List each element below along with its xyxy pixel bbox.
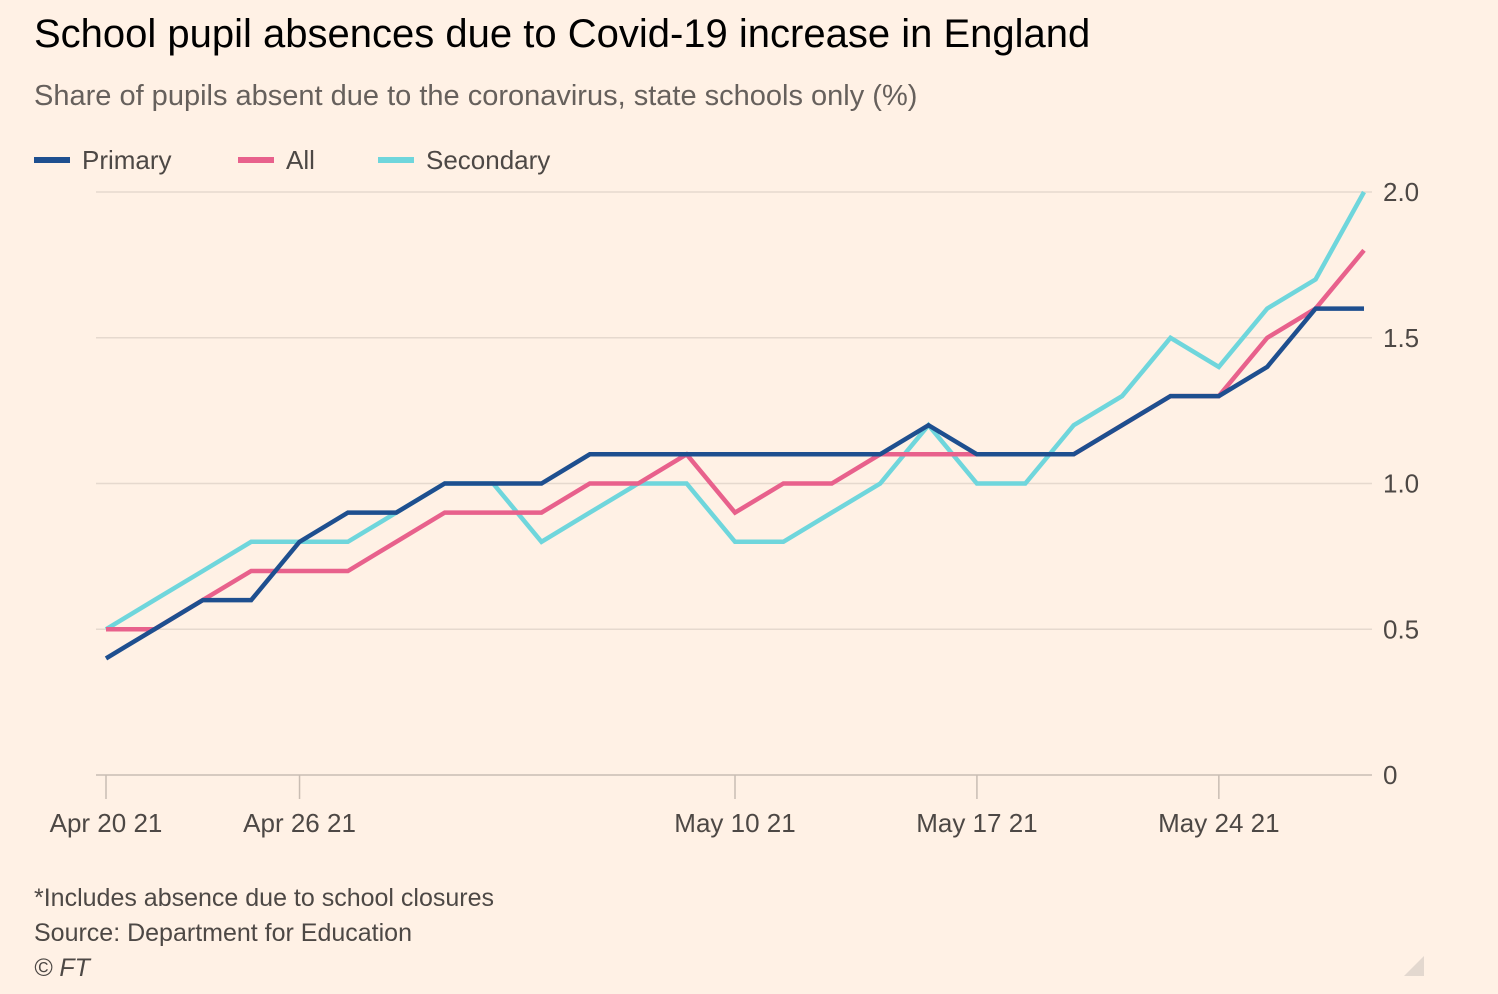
- series-line-secondary: [104, 190, 1366, 632]
- x-tick-label: Apr 26 21: [243, 808, 356, 838]
- y-tick-label: 0: [1383, 760, 1397, 790]
- legend-item-all: All: [238, 142, 315, 178]
- legend-swatch-primary: [34, 157, 70, 163]
- resize-corner-icon: [1404, 956, 1424, 976]
- legend-swatch-all: [238, 157, 274, 163]
- y-tick-label: 0.5: [1383, 614, 1419, 644]
- legend-swatch-secondary: [378, 157, 414, 163]
- x-tick-label: May 24 21: [1158, 808, 1279, 838]
- legend-item-secondary: Secondary: [378, 142, 550, 178]
- x-tick-label: May 17 21: [916, 808, 1037, 838]
- legend-label-secondary: Secondary: [426, 144, 551, 175]
- x-tick-label: May 10 21: [674, 808, 795, 838]
- copyright: © FT: [34, 954, 90, 982]
- source-note: Source: Department for Education: [34, 919, 412, 947]
- y-tick-label: 1.0: [1383, 469, 1419, 499]
- y-tick-label: 2.0: [1383, 177, 1419, 207]
- x-tick-label: Apr 20 21: [50, 808, 163, 838]
- legend-label-primary: Primary: [82, 144, 172, 175]
- footnote: *Includes absence due to school closures: [34, 884, 495, 912]
- legend-label-all: All: [286, 144, 315, 175]
- chart-subtitle: Share of pupils absent due to the corona…: [34, 80, 918, 112]
- series-line-all: [106, 248, 1366, 632]
- chart-title: School pupil absences due to Covid-19 in…: [34, 12, 1091, 56]
- y-tick-label: 1.5: [1383, 323, 1419, 353]
- legend-item-primary: Primary: [34, 142, 172, 178]
